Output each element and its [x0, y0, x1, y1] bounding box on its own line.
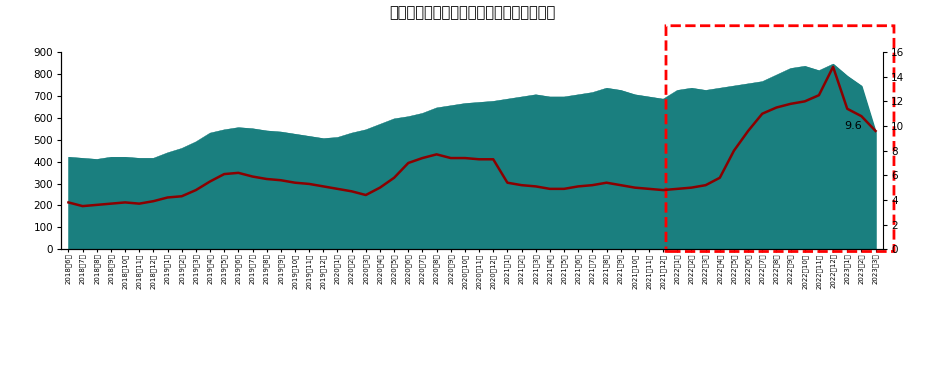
Legend: 可售面积（万㎡）, 出清周期: 可售面积（万㎡）, 出清周期 [355, 0, 490, 1]
Text: 图：长沙市内五区住宅存量及出清周期走势: 图：长沙市内五区住宅存量及出清周期走势 [389, 6, 555, 20]
Text: 9.6: 9.6 [845, 121, 862, 131]
